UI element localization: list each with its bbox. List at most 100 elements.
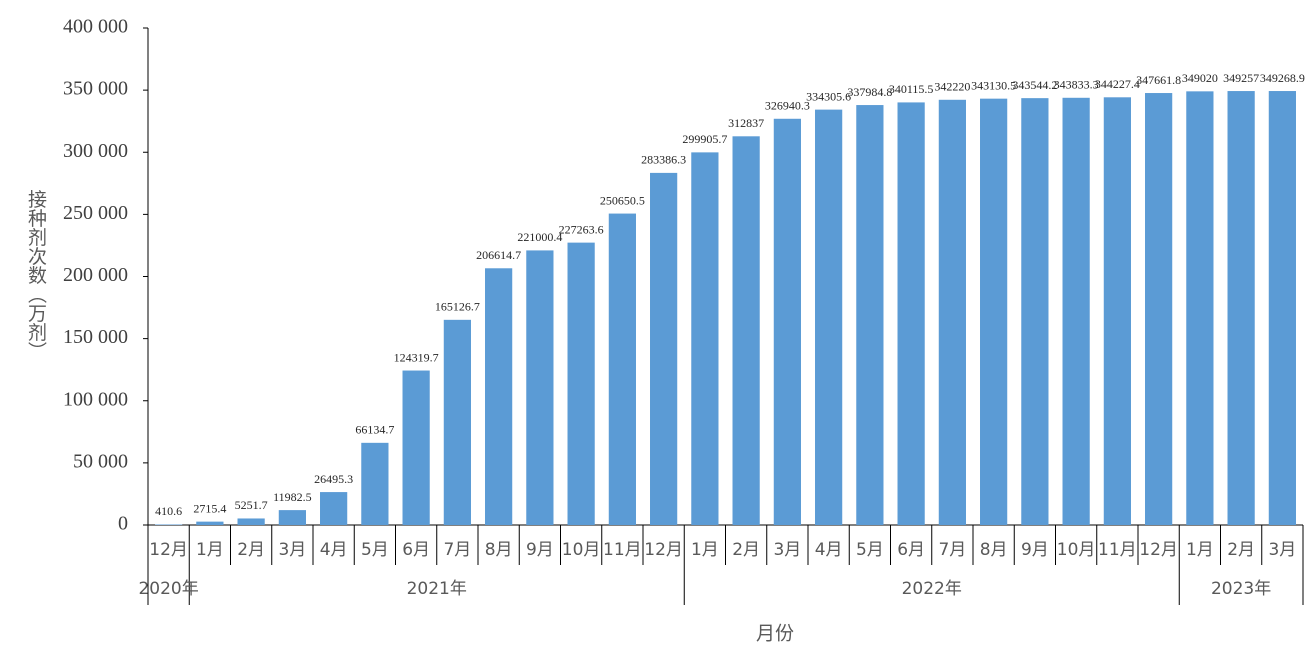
- bar: [402, 370, 430, 525]
- x-tick-label: 7月: [938, 540, 966, 560]
- y-tick-label: 350 000: [63, 78, 128, 100]
- value-label: 66134.7: [355, 423, 394, 437]
- value-label: 5251.7: [235, 498, 268, 512]
- x-tick-label: 11月: [603, 540, 642, 560]
- x-tick-label: 1月: [1186, 540, 1214, 560]
- value-label: 347661.8: [1136, 73, 1181, 87]
- value-label: 312837: [728, 116, 764, 130]
- bar: [237, 518, 265, 525]
- bar: [196, 521, 224, 525]
- x-group-label: 2020年: [138, 579, 198, 599]
- y-tick-label: 200 000: [63, 264, 128, 286]
- bar: [608, 213, 636, 525]
- value-label: 349020: [1182, 71, 1218, 85]
- bar: [815, 109, 843, 525]
- bar: [1021, 98, 1049, 525]
- x-tick-label: 1月: [196, 540, 224, 560]
- value-label: 26495.3: [314, 472, 353, 486]
- value-label: 250650.5: [600, 193, 645, 207]
- x-tick-label: 6月: [402, 540, 430, 560]
- value-label: 221000.4: [517, 230, 562, 244]
- x-tick-label: 5月: [361, 540, 389, 560]
- x-tick-label: 9月: [526, 540, 554, 560]
- value-label: 124319.7: [394, 350, 439, 364]
- value-label: 11982.5: [273, 490, 312, 504]
- x-tick-label: 3月: [773, 540, 801, 560]
- bar: [1145, 93, 1173, 525]
- y-tick-label: 0: [118, 513, 128, 535]
- value-label: 299905.7: [682, 132, 727, 146]
- bar: [938, 99, 966, 525]
- x-group-label: 2023年: [1211, 579, 1271, 599]
- value-label: 349257: [1223, 71, 1259, 85]
- x-tick-label: 2月: [237, 540, 265, 560]
- x-tick-label: 8月: [485, 540, 513, 560]
- value-label: 334305.6: [806, 89, 851, 103]
- x-tick-label: 9月: [1021, 540, 1049, 560]
- bar: [278, 510, 306, 525]
- bar: [1186, 91, 1214, 525]
- bar: [155, 524, 183, 525]
- bar: [361, 442, 389, 525]
- value-label: 283386.3: [641, 153, 686, 167]
- bar: [650, 172, 678, 525]
- value-label: 206614.7: [476, 248, 521, 262]
- value-label: 340115.5: [889, 82, 934, 96]
- y-axis-title: 接种剂次数（万剂）: [25, 189, 47, 360]
- value-label: 349268.9: [1260, 71, 1305, 85]
- x-axis-title: 月份: [756, 623, 794, 645]
- y-tick-label: 50 000: [73, 450, 128, 472]
- x-tick-label: 4月: [815, 540, 843, 560]
- value-label: 343130.5: [971, 78, 1016, 92]
- bar: [1062, 97, 1090, 526]
- bar: [1227, 91, 1255, 525]
- bar: [897, 102, 925, 525]
- bar: [1268, 91, 1296, 526]
- value-label: 227263.6: [559, 222, 604, 236]
- x-tick-label: 3月: [278, 540, 306, 560]
- x-tick-label: 1月: [691, 540, 719, 560]
- value-label: 326940.3: [765, 99, 810, 113]
- x-tick-label: 8月: [980, 540, 1008, 560]
- x-tick-label: 2月: [1227, 540, 1255, 560]
- bar: [732, 136, 760, 525]
- x-tick-label: 11月: [1098, 540, 1137, 560]
- x-tick-label: 4月: [320, 540, 348, 560]
- x-group-label: 2021年: [407, 579, 467, 599]
- bar: [485, 268, 513, 525]
- x-group-label: 2022年: [902, 579, 962, 599]
- value-label: 410.6: [155, 504, 182, 518]
- bar: [1103, 97, 1131, 525]
- value-label: 343544.2: [1012, 78, 1057, 92]
- x-tick-label: 6月: [897, 540, 925, 560]
- bar: [691, 152, 719, 525]
- x-tick-label: 12月: [644, 540, 683, 560]
- x-tick-label: 10月: [562, 540, 601, 560]
- y-tick-label: 150 000: [63, 326, 128, 348]
- bar: [320, 492, 348, 525]
- x-tick-label: 12月: [1139, 540, 1178, 560]
- bar: [567, 242, 595, 525]
- value-label: 343833.3: [1054, 78, 1099, 92]
- bar: [773, 118, 801, 526]
- value-label: 165126.7: [435, 300, 480, 314]
- x-tick-label: 3月: [1268, 540, 1296, 560]
- bar: [980, 98, 1008, 526]
- value-label: 2715.4: [193, 501, 226, 515]
- y-tick-label: 100 000: [63, 388, 128, 410]
- bar: [526, 250, 554, 526]
- value-label: 337984.8: [847, 85, 892, 99]
- bar: [443, 319, 471, 525]
- y-tick-label: 250 000: [63, 202, 128, 224]
- x-tick-label: 2月: [732, 540, 760, 560]
- x-tick-label: 10月: [1057, 540, 1096, 560]
- x-tick-label: 5月: [856, 540, 884, 560]
- y-tick-label: 300 000: [63, 140, 128, 162]
- x-tick-label: 12月: [149, 540, 188, 560]
- bar: [856, 105, 884, 525]
- y-tick-label: 400 000: [63, 16, 128, 38]
- value-label: 344227.4: [1095, 77, 1140, 91]
- x-tick-label: 7月: [443, 540, 471, 560]
- value-label: 342220: [934, 80, 970, 94]
